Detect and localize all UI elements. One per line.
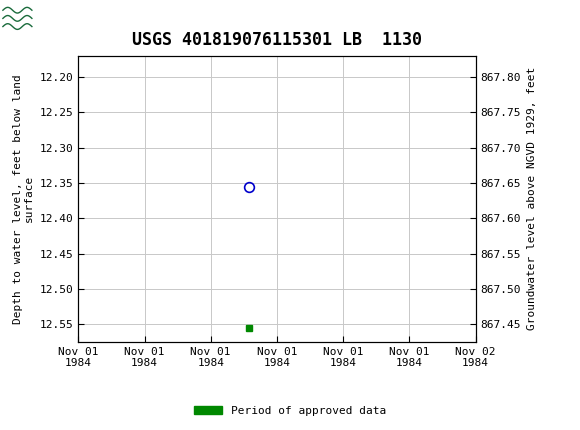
Y-axis label: Depth to water level, feet below land
surface: Depth to water level, feet below land su… <box>13 74 34 324</box>
Title: USGS 401819076115301 LB  1130: USGS 401819076115301 LB 1130 <box>132 31 422 49</box>
FancyBboxPatch shape <box>2 3 66 37</box>
Text: USGS: USGS <box>38 12 93 29</box>
Y-axis label: Groundwater level above NGVD 1929, feet: Groundwater level above NGVD 1929, feet <box>527 67 536 331</box>
Legend: Period of approved data: Period of approved data <box>190 401 390 420</box>
